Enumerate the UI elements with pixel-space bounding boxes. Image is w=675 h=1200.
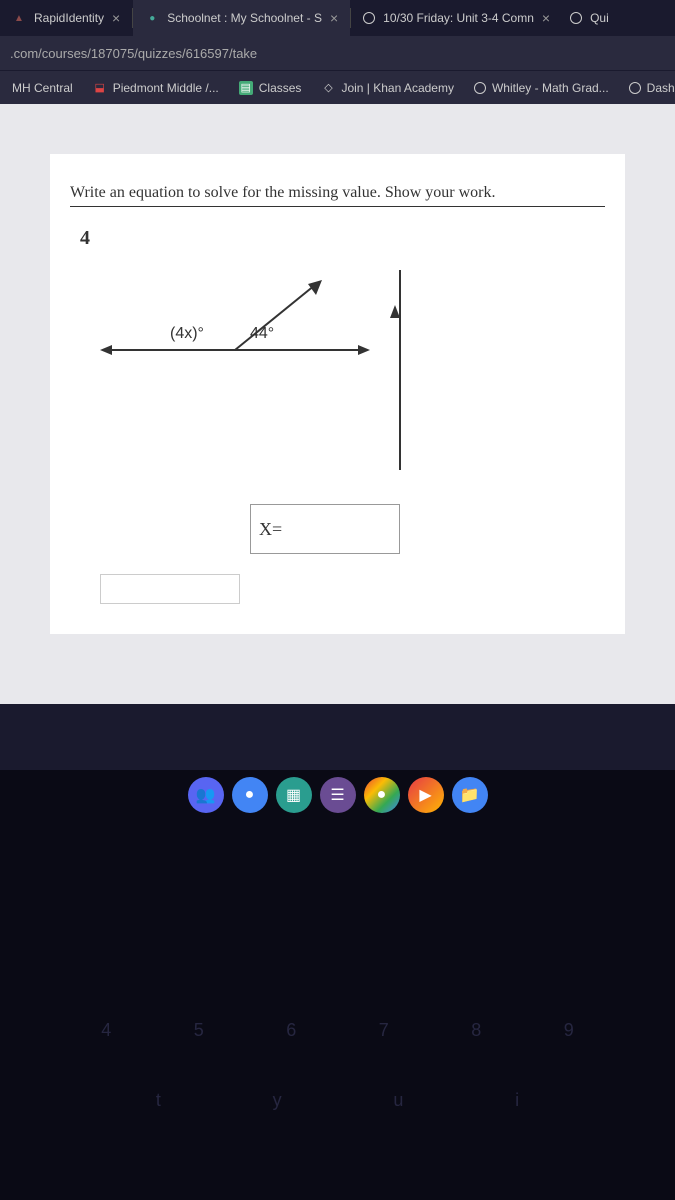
close-icon[interactable]: × [330,10,338,26]
url-text: .com/courses/187075/quizzes/616597/take [10,46,257,61]
bookmark-icon [629,82,641,94]
tab-label: Schoolnet : My Schoolnet - S [167,11,322,25]
taskbar-icon-notes[interactable]: ☰ [320,777,356,813]
answer-box: X= [250,504,400,554]
keyboard-row-2: 4 5 6 7 8 9 [0,1020,675,1041]
question-text: Write an equation to solve for the missi… [70,184,605,207]
taskbar-icon-teams[interactable]: 👥 [188,777,224,813]
tab-icon: ▲ [12,11,26,25]
angle-label-4x: (4x)° [170,325,204,343]
tab-label: Qui [590,11,609,25]
browser-chrome: ▲ RapidIdentity × ● Schoolnet : My Schoo… [0,0,675,104]
bookmark-label: MH Central [12,81,73,95]
tab-bar: ▲ RapidIdentity × ● Schoolnet : My Schoo… [0,0,675,36]
keyboard-row-3: t y u i [0,1090,675,1111]
answer-input[interactable] [100,574,240,604]
close-icon[interactable]: × [542,10,550,26]
taskbar-icon-camera[interactable]: ● [232,777,268,813]
bookmark-label: Classes [259,81,302,95]
answer-label: X= [259,519,282,540]
bookmark-icon [474,82,486,94]
bookmark-khan[interactable]: ◇ Join | Khan Academy [313,77,462,99]
bookmark-whitley[interactable]: Whitley - Math Grad... [466,77,617,99]
khan-icon: ◇ [321,81,335,95]
dark-area [0,820,675,1200]
tab-rapididentity[interactable]: ▲ RapidIdentity × [0,0,132,36]
tab-friday[interactable]: 10/30 Friday: Unit 3-4 Comn × [351,0,562,36]
bookmark-icon: ⬓ [93,81,107,95]
tab-qui[interactable]: Qui [562,0,621,36]
taskbar: 👥 ● ▦ ☰ ● ▶ 📁 [0,770,675,820]
taskbar-icon-calc[interactable]: ▦ [276,777,312,813]
bookmark-mhcentral[interactable]: MH Central [4,77,81,99]
question-number: 4 [80,227,605,250]
close-icon[interactable]: × [112,10,120,26]
bookmark-label: Piedmont Middle /... [113,81,219,95]
tab-schoolnet[interactable]: ● Schoolnet : My Schoolnet - S × [133,0,350,36]
url-bar[interactable]: .com/courses/187075/quizzes/616597/take [0,36,675,70]
quiz-card: Write an equation to solve for the missi… [50,154,625,634]
content-area: Write an equation to solve for the missi… [0,104,675,704]
angle-label-44: 44° [250,325,274,343]
bookmark-label: Join | Khan Academy [341,81,454,95]
taskbar-icon-chrome[interactable]: ● [364,777,400,813]
taskbar-icon-files[interactable]: 📁 [452,777,488,813]
bookmark-classes[interactable]: ▤ Classes [231,77,310,99]
tab-icon: ● [145,11,159,25]
tab-icon [570,12,582,24]
bookmark-piedmont[interactable]: ⬓ Piedmont Middle /... [85,77,227,99]
bookmark-dashboard[interactable]: Dashbo [621,77,675,99]
bookmark-label: Whitley - Math Grad... [492,81,609,95]
classes-icon: ▤ [239,81,253,95]
tab-label: RapidIdentity [34,11,104,25]
bookmark-label: Dashbo [647,81,675,95]
tab-label: 10/30 Friday: Unit 3-4 Comn [383,11,534,25]
bookmarks-bar: MH Central ⬓ Piedmont Middle /... ▤ Clas… [0,70,675,104]
tab-icon [363,12,375,24]
taskbar-icon-play[interactable]: ▶ [408,777,444,813]
